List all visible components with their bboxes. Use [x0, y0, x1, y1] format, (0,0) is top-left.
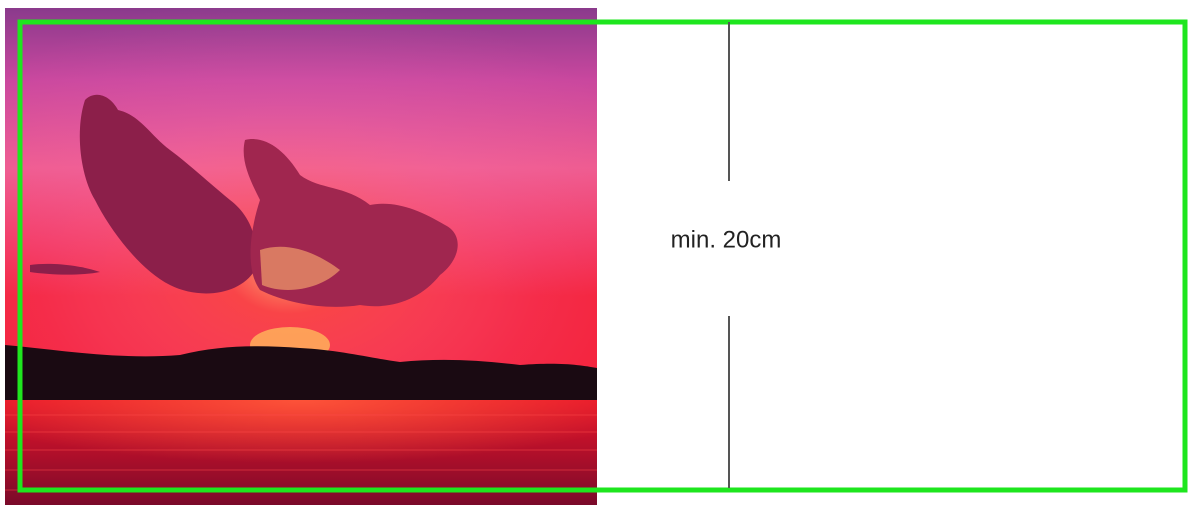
- dimension-label: min. 20cm: [671, 226, 782, 253]
- frame: [17, 19, 1188, 493]
- sunset-photo: [5, 8, 597, 505]
